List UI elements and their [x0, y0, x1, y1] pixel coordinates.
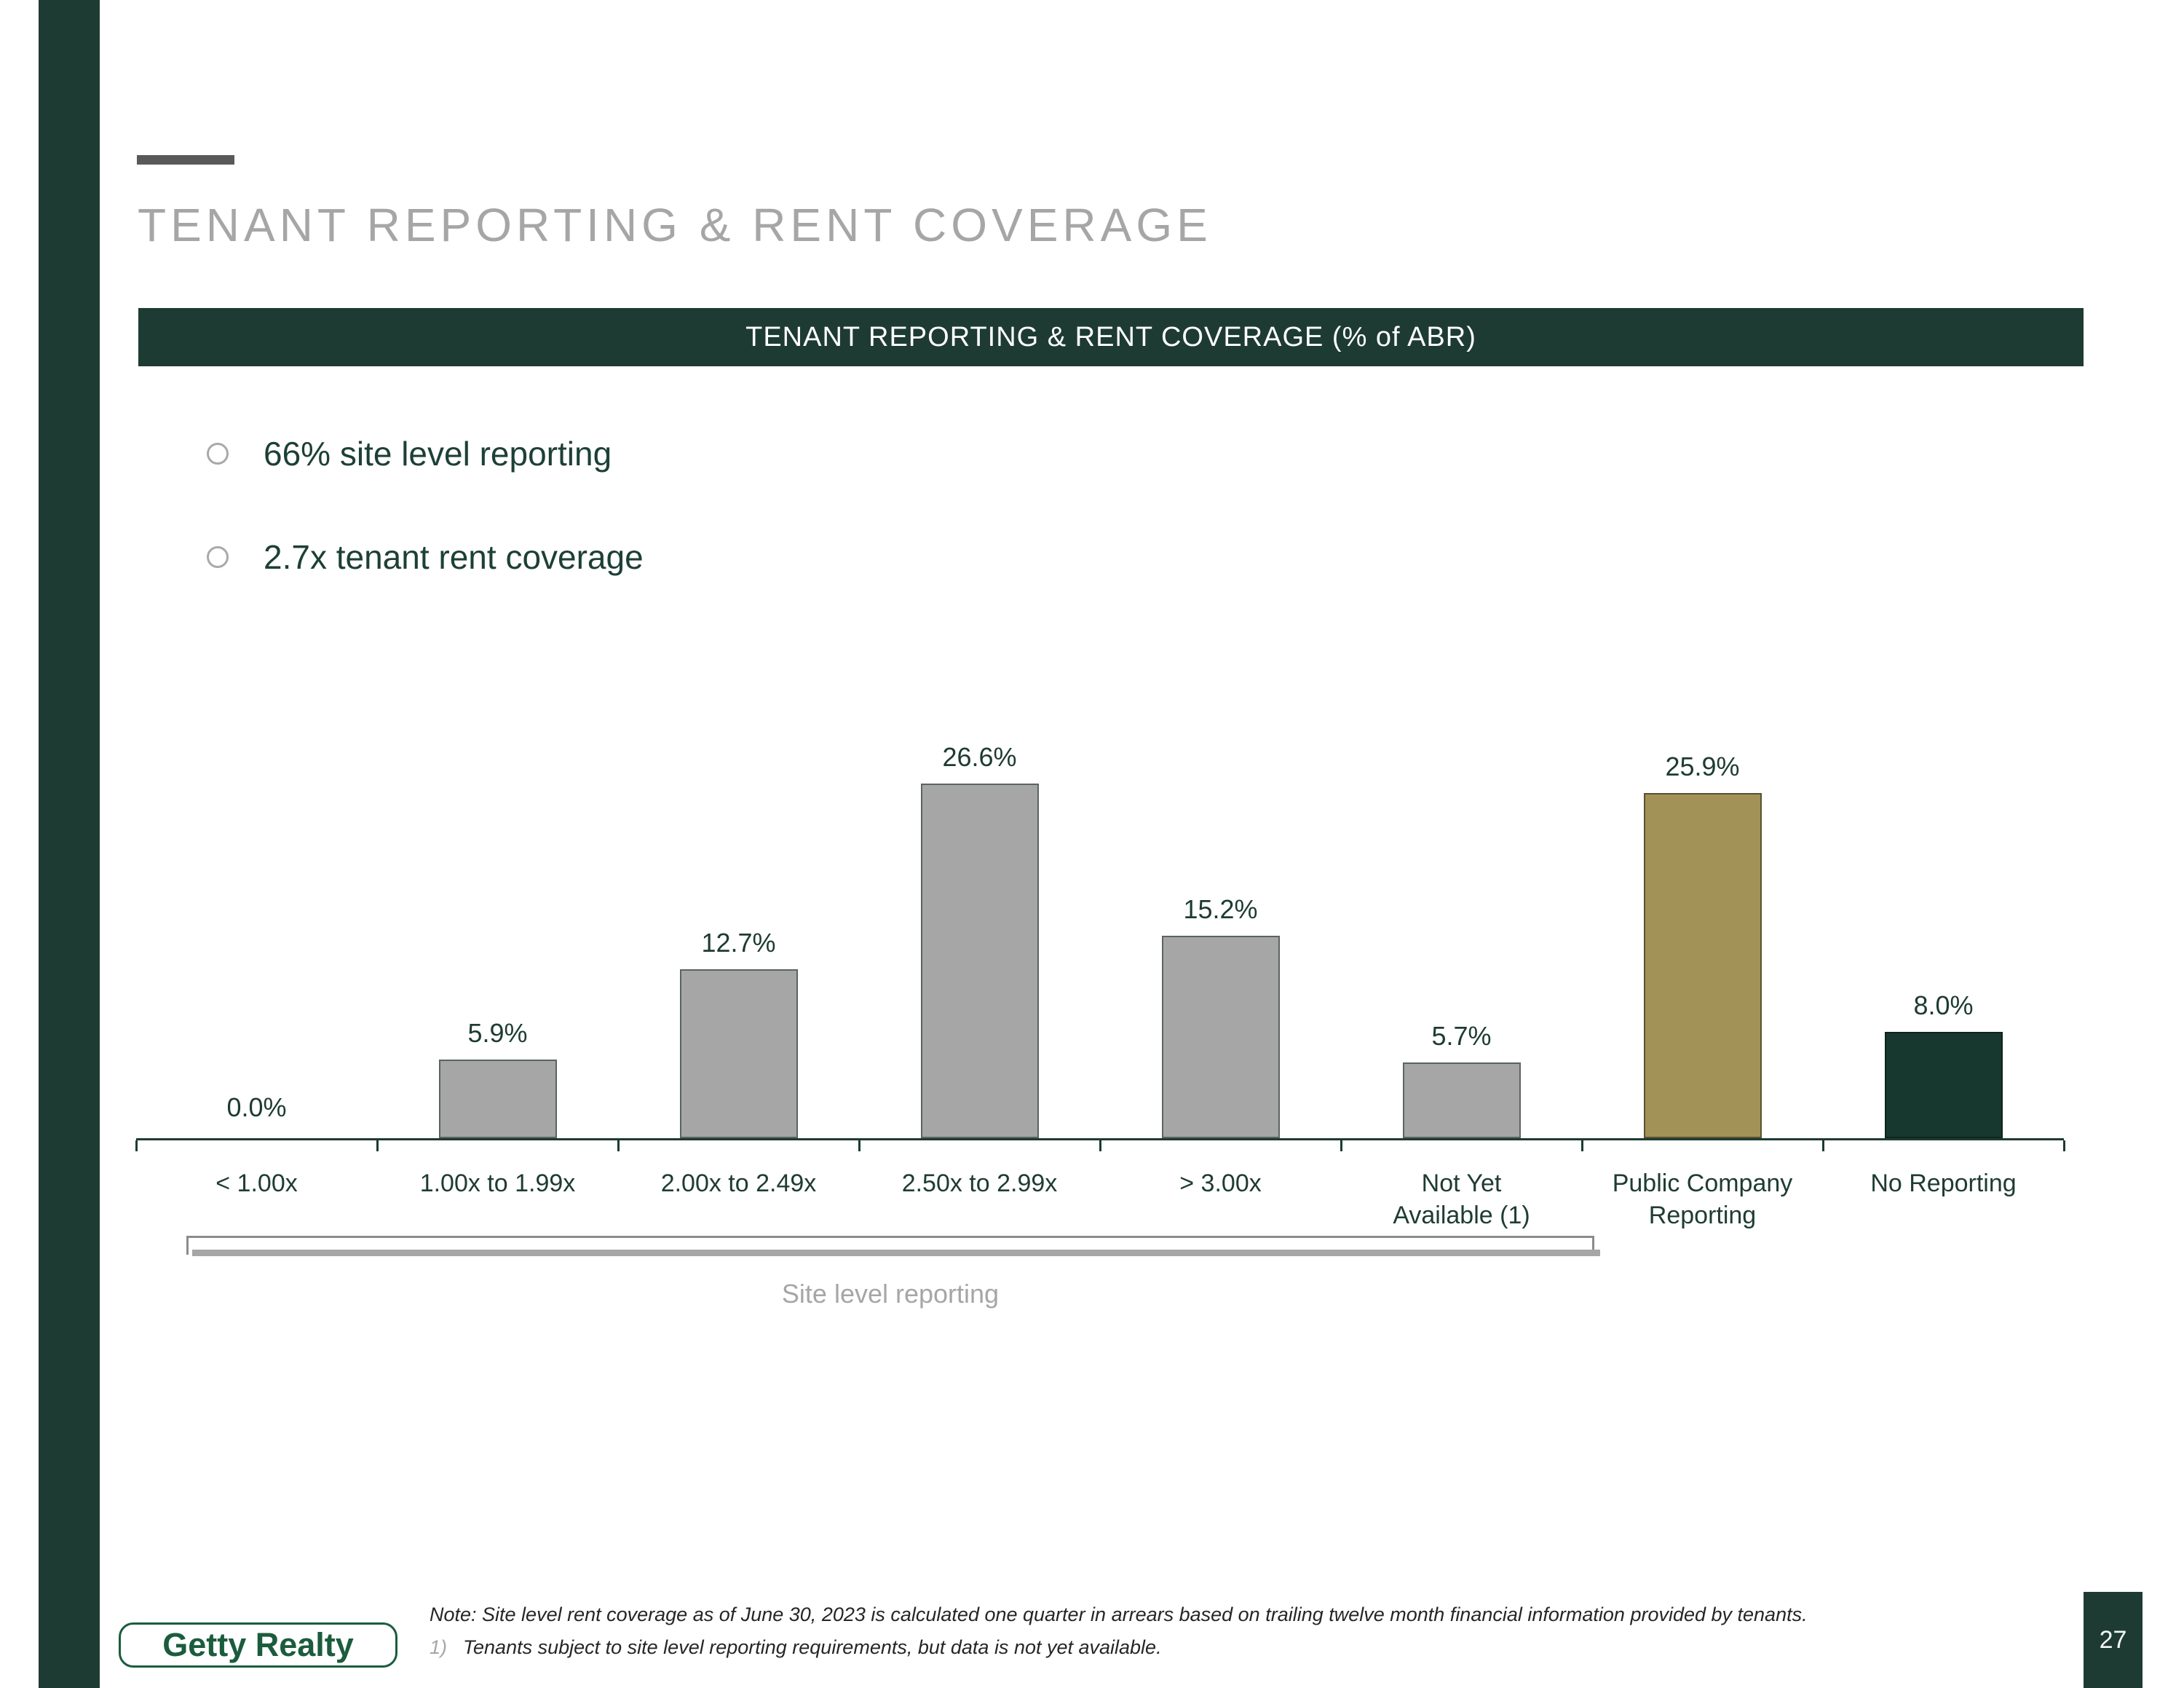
footnote-line-2-text: Tenants subject to site level reporting … — [463, 1636, 1162, 1658]
x-axis-tick — [1821, 1140, 1824, 1151]
category-label: Not Yet Available (1) — [1393, 1170, 1530, 1229]
bar-5 — [1161, 936, 1280, 1138]
bar-value-label: 15.2% — [1183, 894, 1258, 924]
x-axis-tick — [376, 1140, 379, 1151]
category-label: No Reporting — [1870, 1170, 2017, 1197]
category-label: Public Company Reporting — [1612, 1170, 1793, 1229]
bullet-label: 2.7x tenant rent coverage — [264, 538, 644, 576]
x-axis-tick — [1099, 1140, 1101, 1151]
title-dash — [137, 155, 234, 165]
bracket-shadow — [192, 1250, 1600, 1256]
category-label: < 1.00x — [215, 1170, 298, 1197]
x-axis-tick — [617, 1140, 620, 1151]
bar-7 — [1643, 793, 1762, 1138]
page-number-box: 27 — [2084, 1592, 2143, 1688]
x-axis-tick — [858, 1140, 860, 1151]
category-label: 2.50x to 2.99x — [901, 1170, 1058, 1197]
bar-value-label: 0.0% — [226, 1092, 287, 1122]
category-label: > 3.00x — [1179, 1170, 1262, 1197]
bar-value-label: 25.9% — [1665, 752, 1740, 781]
bar-8 — [1884, 1032, 2003, 1138]
x-axis-tick — [135, 1140, 138, 1151]
bar-value-label: 12.7% — [701, 928, 776, 958]
bracket-group-label: Site level reporting — [781, 1279, 1000, 1309]
footnote-line-1: Note: Site level rent coverage as of Jun… — [430, 1604, 1808, 1625]
bullet-label: 66% site level reporting — [264, 435, 612, 473]
footnote-line-2: 1) Tenants subject to site level reportin… — [430, 1636, 1162, 1659]
bullet-circle-icon — [207, 443, 229, 465]
chart-title-banner-label: TENANT REPORTING & RENT COVERAGE (% of A… — [745, 321, 1476, 352]
category-label: 2.00x to 2.49x — [660, 1170, 817, 1197]
x-axis-category-labels: < 1.00x 1.00x to 1.99x 2.00x to 2.49x 2.50x… — [136, 1167, 2064, 1231]
bar-value-label: 5.7% — [1431, 1021, 1492, 1051]
bullet-item-site-level-reporting: 66% site level reporting — [207, 434, 612, 473]
bar-value-label: 5.9% — [467, 1018, 528, 1048]
chart-title-banner: TENANT REPORTING & RENT COVERAGE (% of A… — [138, 308, 2084, 366]
getty-realty-logo-text: Getty Realty — [162, 1626, 354, 1663]
footnote-marker: 1) — [430, 1636, 448, 1658]
category-label: 1.00x to 1.99x — [419, 1170, 576, 1197]
x-axis-tick — [1340, 1140, 1342, 1151]
x-axis-tick — [1580, 1140, 1583, 1151]
page-title: TENANT REPORTING & RENT COVERAGE — [138, 199, 1212, 251]
bar-3 — [679, 969, 798, 1138]
bullet-circle-icon — [207, 546, 229, 568]
bar-2 — [438, 1060, 557, 1138]
getty-realty-logo: Getty Realty — [119, 1622, 397, 1668]
left-accent-stripe — [39, 0, 100, 1688]
bar-value-label: 26.6% — [942, 742, 1017, 772]
bar-chart-plot-area: 0.0% 5.9% 12.7% 26.6% 15.2% 5.7% 25.9% 8.0% — [135, 692, 2065, 1151]
bar-6 — [1402, 1062, 1521, 1138]
x-axis-tick — [2062, 1140, 2065, 1151]
bar-value-label: 8.0% — [1913, 990, 1974, 1020]
page-number: 27 — [2099, 1625, 2127, 1654]
bullet-item-rent-coverage: 2.7x tenant rent coverage — [207, 537, 644, 577]
site-level-reporting-bracket — [186, 1236, 1594, 1255]
bar-4 — [920, 784, 1039, 1138]
